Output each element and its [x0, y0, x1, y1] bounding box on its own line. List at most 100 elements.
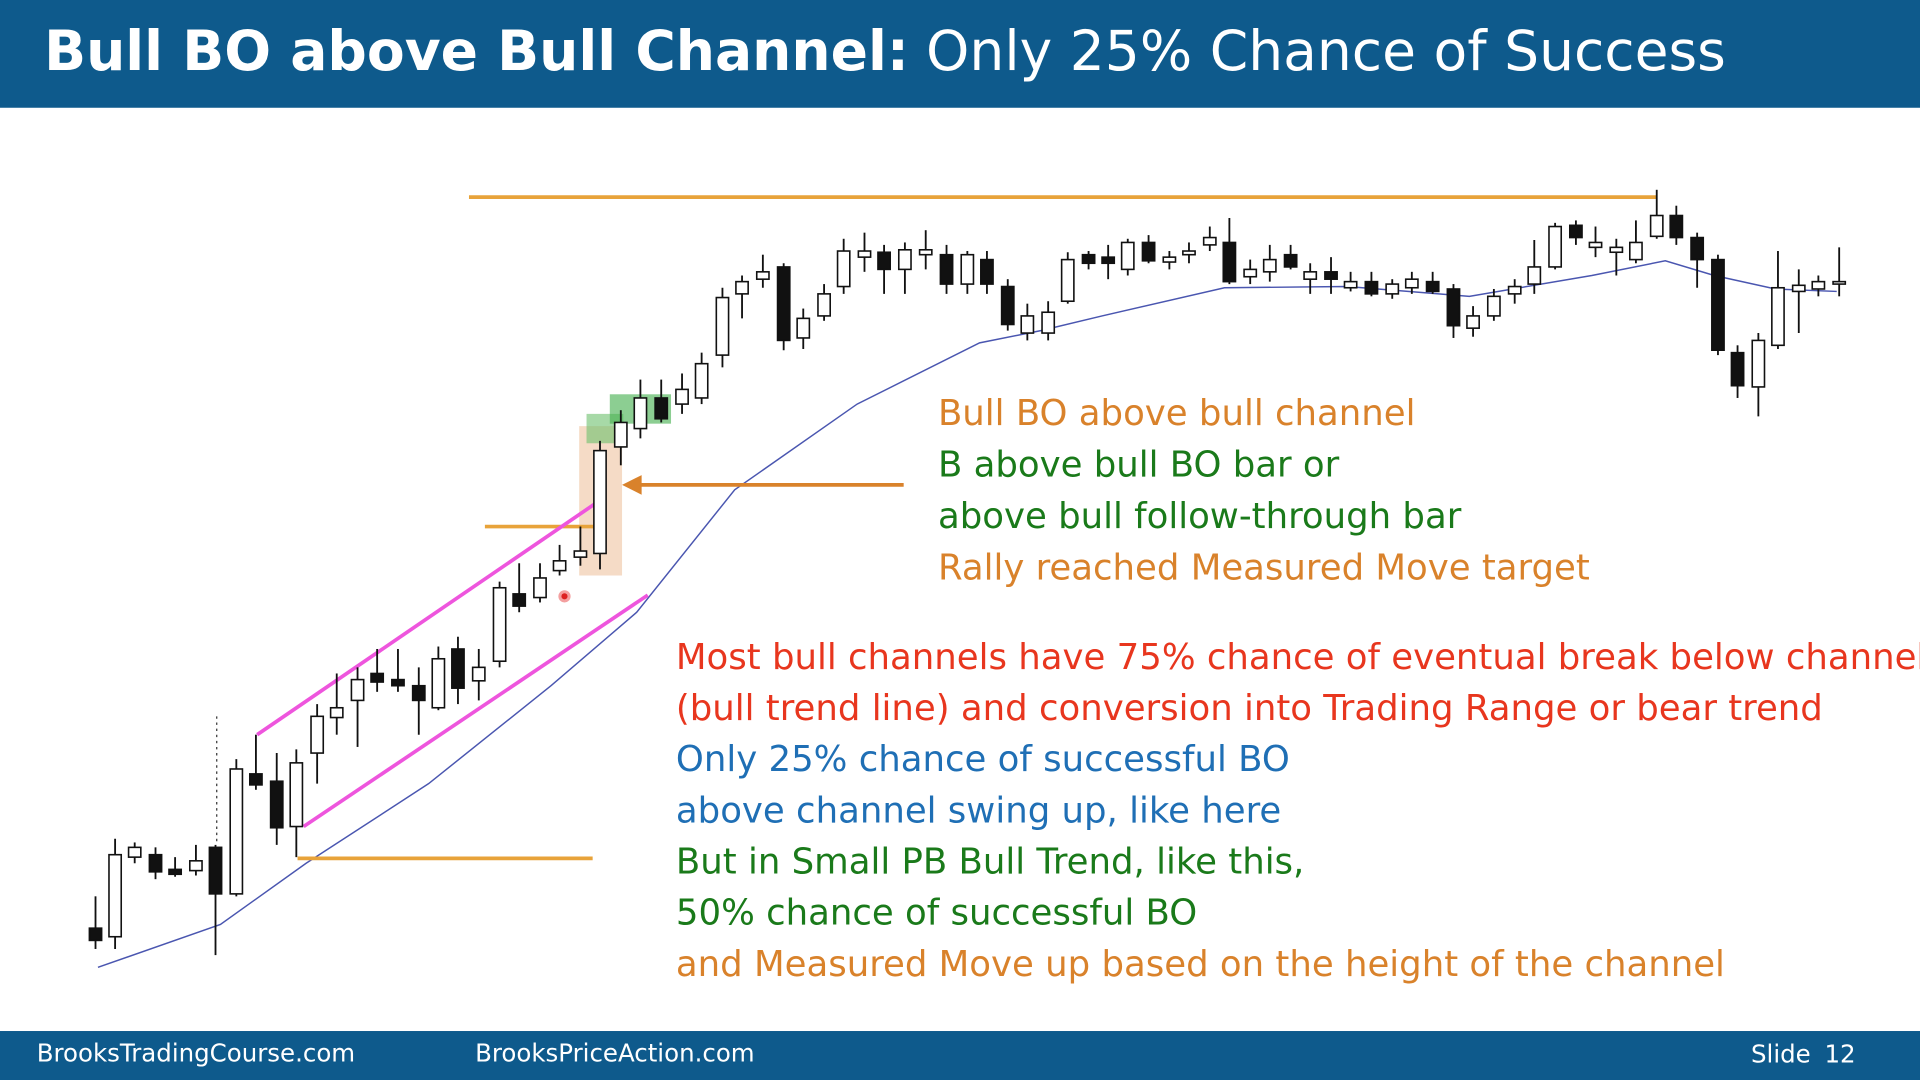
candle-body — [370, 672, 385, 683]
annotation: B above bull BO bar or — [938, 445, 1340, 486]
candle-body — [755, 271, 770, 280]
note: above channel swing up, like here — [676, 790, 1281, 831]
candle-body — [108, 853, 123, 938]
candle-body — [613, 421, 628, 448]
candle-body — [1669, 214, 1684, 239]
candle-body — [148, 853, 163, 873]
candle-body — [1243, 268, 1258, 278]
candle-body — [654, 397, 669, 420]
candle-body — [1425, 280, 1440, 293]
candle-body — [127, 846, 142, 858]
candle-body — [1446, 288, 1461, 327]
candle-body — [836, 250, 851, 288]
candle-body — [1141, 241, 1156, 262]
moving-average — [97, 260, 1837, 969]
candle-body — [877, 251, 891, 271]
candle-body — [1385, 283, 1400, 295]
note: Most bull channels have 75% chance of ev… — [676, 637, 1920, 678]
candle-body — [857, 250, 872, 258]
candle-body — [168, 868, 183, 876]
candle-body — [512, 593, 527, 607]
candle-body — [1000, 285, 1015, 326]
slide-label: Slide — [1751, 1040, 1811, 1069]
candle-body — [1629, 241, 1643, 261]
candle-body — [208, 846, 223, 895]
annotation: Bull BO above bull channel — [938, 393, 1415, 434]
candle-body — [431, 657, 446, 709]
annotation: Rally reached Measured Move target — [938, 547, 1590, 588]
candle-body — [1303, 271, 1318, 280]
note: But in Small PB Bull Trend, like this, — [676, 842, 1304, 883]
candle-body — [1222, 241, 1237, 283]
candle-body — [1081, 253, 1096, 265]
note: 50% chance of successful BO — [676, 893, 1197, 934]
candle-body — [694, 362, 709, 399]
candle-body — [1548, 225, 1563, 268]
candle-body — [1751, 339, 1766, 388]
candle-body — [1283, 253, 1298, 268]
candle-body — [918, 249, 933, 256]
candle-body — [471, 666, 486, 682]
note: Only 25% chance of successful BO — [676, 739, 1290, 780]
candle-body — [633, 397, 648, 430]
candle-body — [715, 296, 730, 356]
candle-body — [1041, 311, 1056, 334]
candle-body — [796, 317, 811, 339]
candle-body — [1324, 271, 1338, 280]
candle-body — [1466, 315, 1480, 329]
candle-body — [980, 258, 994, 285]
candle-body — [88, 927, 103, 942]
annotation: above bull follow-through bar — [938, 496, 1462, 537]
footer-middle: BrooksPriceAction.com — [475, 1038, 755, 1067]
candle-body — [1162, 256, 1177, 263]
candle-body — [1343, 280, 1358, 289]
title-rest: Only 25% Chance of Success — [926, 19, 1726, 83]
candle-body — [1832, 280, 1847, 285]
note: and Measured Move up based on the height… — [676, 944, 1725, 985]
candle-body — [391, 678, 405, 687]
candle-body — [675, 388, 689, 405]
marker-dot — [561, 593, 568, 600]
title: Bull BO above Bull Channel: Only 25% Chan… — [44, 19, 1726, 83]
candle-body — [1569, 224, 1583, 239]
candle-body — [1101, 256, 1116, 265]
candle-body — [1364, 280, 1379, 295]
candle-body — [249, 773, 263, 786]
annotations: Bull BO above bull channel B above bull B… — [938, 393, 1590, 588]
candle-body — [1811, 280, 1826, 290]
candle-body — [451, 648, 465, 689]
candle-body — [492, 586, 507, 663]
candle-body — [1262, 258, 1277, 273]
candle-body — [735, 280, 749, 295]
candle-body — [533, 577, 547, 599]
candle-body — [310, 715, 325, 754]
candle-body — [939, 253, 954, 285]
candle-body — [189, 860, 203, 872]
candle-body — [776, 266, 791, 342]
note: (bull trend line) and conversion into Tr… — [676, 688, 1823, 729]
candle-body — [350, 678, 365, 702]
footer-left: BrooksTradingCourse.com — [37, 1038, 355, 1067]
candle-body — [1771, 286, 1785, 347]
candle-body — [329, 706, 344, 719]
candle-body — [411, 684, 426, 702]
candle-body — [1690, 236, 1705, 261]
candle-body — [1791, 284, 1806, 293]
candle-body — [1649, 214, 1664, 238]
candle-body — [1527, 266, 1542, 285]
candle-body — [1404, 278, 1419, 289]
channel-line — [302, 593, 649, 829]
candle-body — [1202, 236, 1217, 246]
candle-body — [552, 560, 567, 572]
notes: Most bull channels have 75% chance of ev… — [676, 637, 1920, 985]
footer-bar — [0, 1031, 1920, 1080]
slide-number: 12 — [1824, 1040, 1855, 1069]
channel-line — [256, 500, 599, 737]
candle-body — [1020, 315, 1035, 334]
candle-body — [289, 762, 304, 828]
candlestick-chart — [88, 189, 1847, 969]
candle-body — [1060, 258, 1075, 303]
candle-body — [1711, 258, 1725, 351]
